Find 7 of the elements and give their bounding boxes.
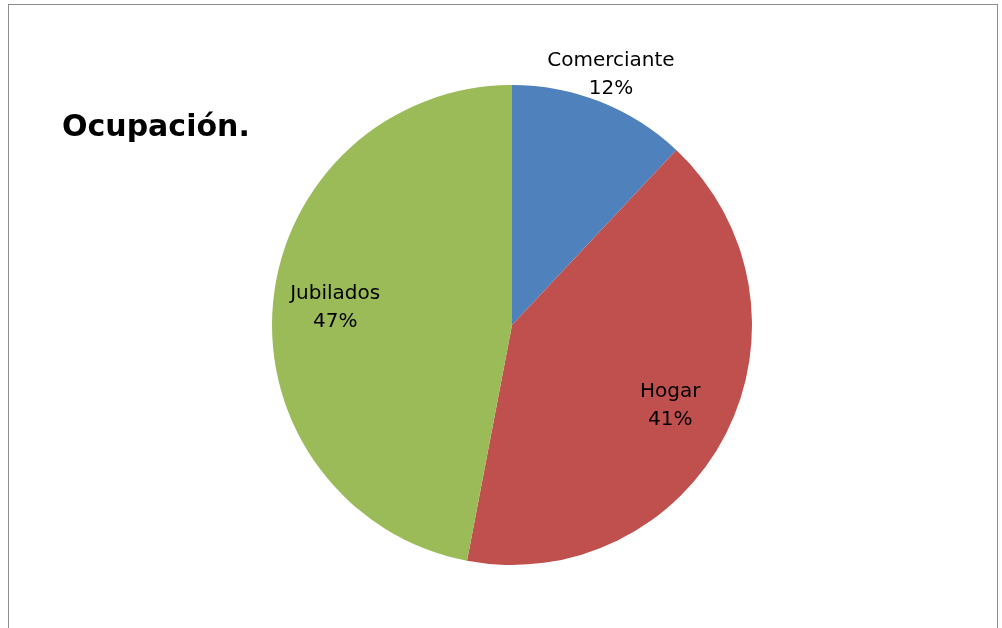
- slice-label: Jubilados: [288, 280, 381, 305]
- data-label: 47%: [312, 308, 358, 333]
- text: Ocupación.: [62, 108, 250, 143]
- slice-label: Hogar: [640, 377, 702, 402]
- slice-label: Comerciante: [547, 47, 675, 72]
- data-label: 41%: [648, 405, 693, 430]
- data-label: 12%: [588, 75, 634, 100]
